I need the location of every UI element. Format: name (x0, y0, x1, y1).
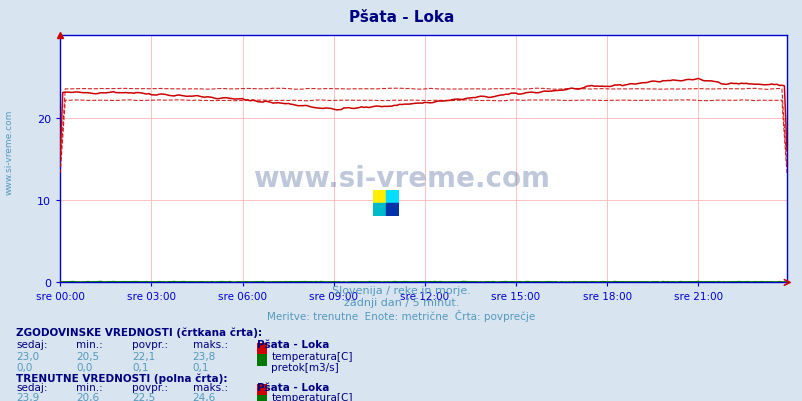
Bar (386, 203, 399, 217)
Text: zadnji dan / 5 minut.: zadnji dan / 5 minut. (343, 298, 459, 308)
Text: povpr.:: povpr.: (132, 382, 168, 392)
Text: TRENUTNE VREDNOSTI (polna črta):: TRENUTNE VREDNOSTI (polna črta): (16, 372, 227, 383)
Text: 24,6: 24,6 (192, 392, 216, 401)
Text: min.:: min.: (76, 382, 103, 392)
Text: 0,1: 0,1 (132, 362, 149, 372)
Text: 23,8: 23,8 (192, 351, 216, 361)
Text: povpr.:: povpr.: (132, 339, 168, 349)
Text: temperatura[C]: temperatura[C] (271, 351, 352, 361)
Text: sedaj:: sedaj: (16, 339, 47, 349)
Bar (373, 203, 386, 217)
Bar (373, 190, 386, 203)
Text: 22,1: 22,1 (132, 351, 156, 361)
Text: 0,0: 0,0 (76, 362, 92, 372)
Text: Slovenija / reke in morje.: Slovenija / reke in morje. (332, 286, 470, 296)
Text: Meritve: trenutne  Enote: metrične  Črta: povprečje: Meritve: trenutne Enote: metrične Črta: … (267, 310, 535, 322)
Text: temperatura[C]: temperatura[C] (271, 392, 352, 401)
Text: Pšata - Loka: Pšata - Loka (257, 382, 329, 392)
Bar (386, 190, 399, 203)
Text: min.:: min.: (76, 339, 103, 349)
Text: www.si-vreme.com: www.si-vreme.com (253, 164, 549, 192)
Text: Pšata - Loka: Pšata - Loka (257, 339, 329, 349)
Text: Pšata - Loka: Pšata - Loka (348, 10, 454, 25)
Text: 22,5: 22,5 (132, 392, 156, 401)
Text: www.si-vreme.com: www.si-vreme.com (4, 110, 14, 195)
Text: maks.:: maks.: (192, 339, 228, 349)
Text: maks.:: maks.: (192, 382, 228, 392)
Text: pretok[m3/s]: pretok[m3/s] (271, 362, 338, 372)
Text: 23,9: 23,9 (16, 392, 39, 401)
Text: sedaj:: sedaj: (16, 382, 47, 392)
Text: 0,0: 0,0 (16, 362, 32, 372)
Text: ZGODOVINSKE VREDNOSTI (črtkana črta):: ZGODOVINSKE VREDNOSTI (črtkana črta): (16, 327, 262, 337)
Text: 20,6: 20,6 (76, 392, 99, 401)
Text: 20,5: 20,5 (76, 351, 99, 361)
Text: 23,0: 23,0 (16, 351, 39, 361)
Text: 0,1: 0,1 (192, 362, 209, 372)
